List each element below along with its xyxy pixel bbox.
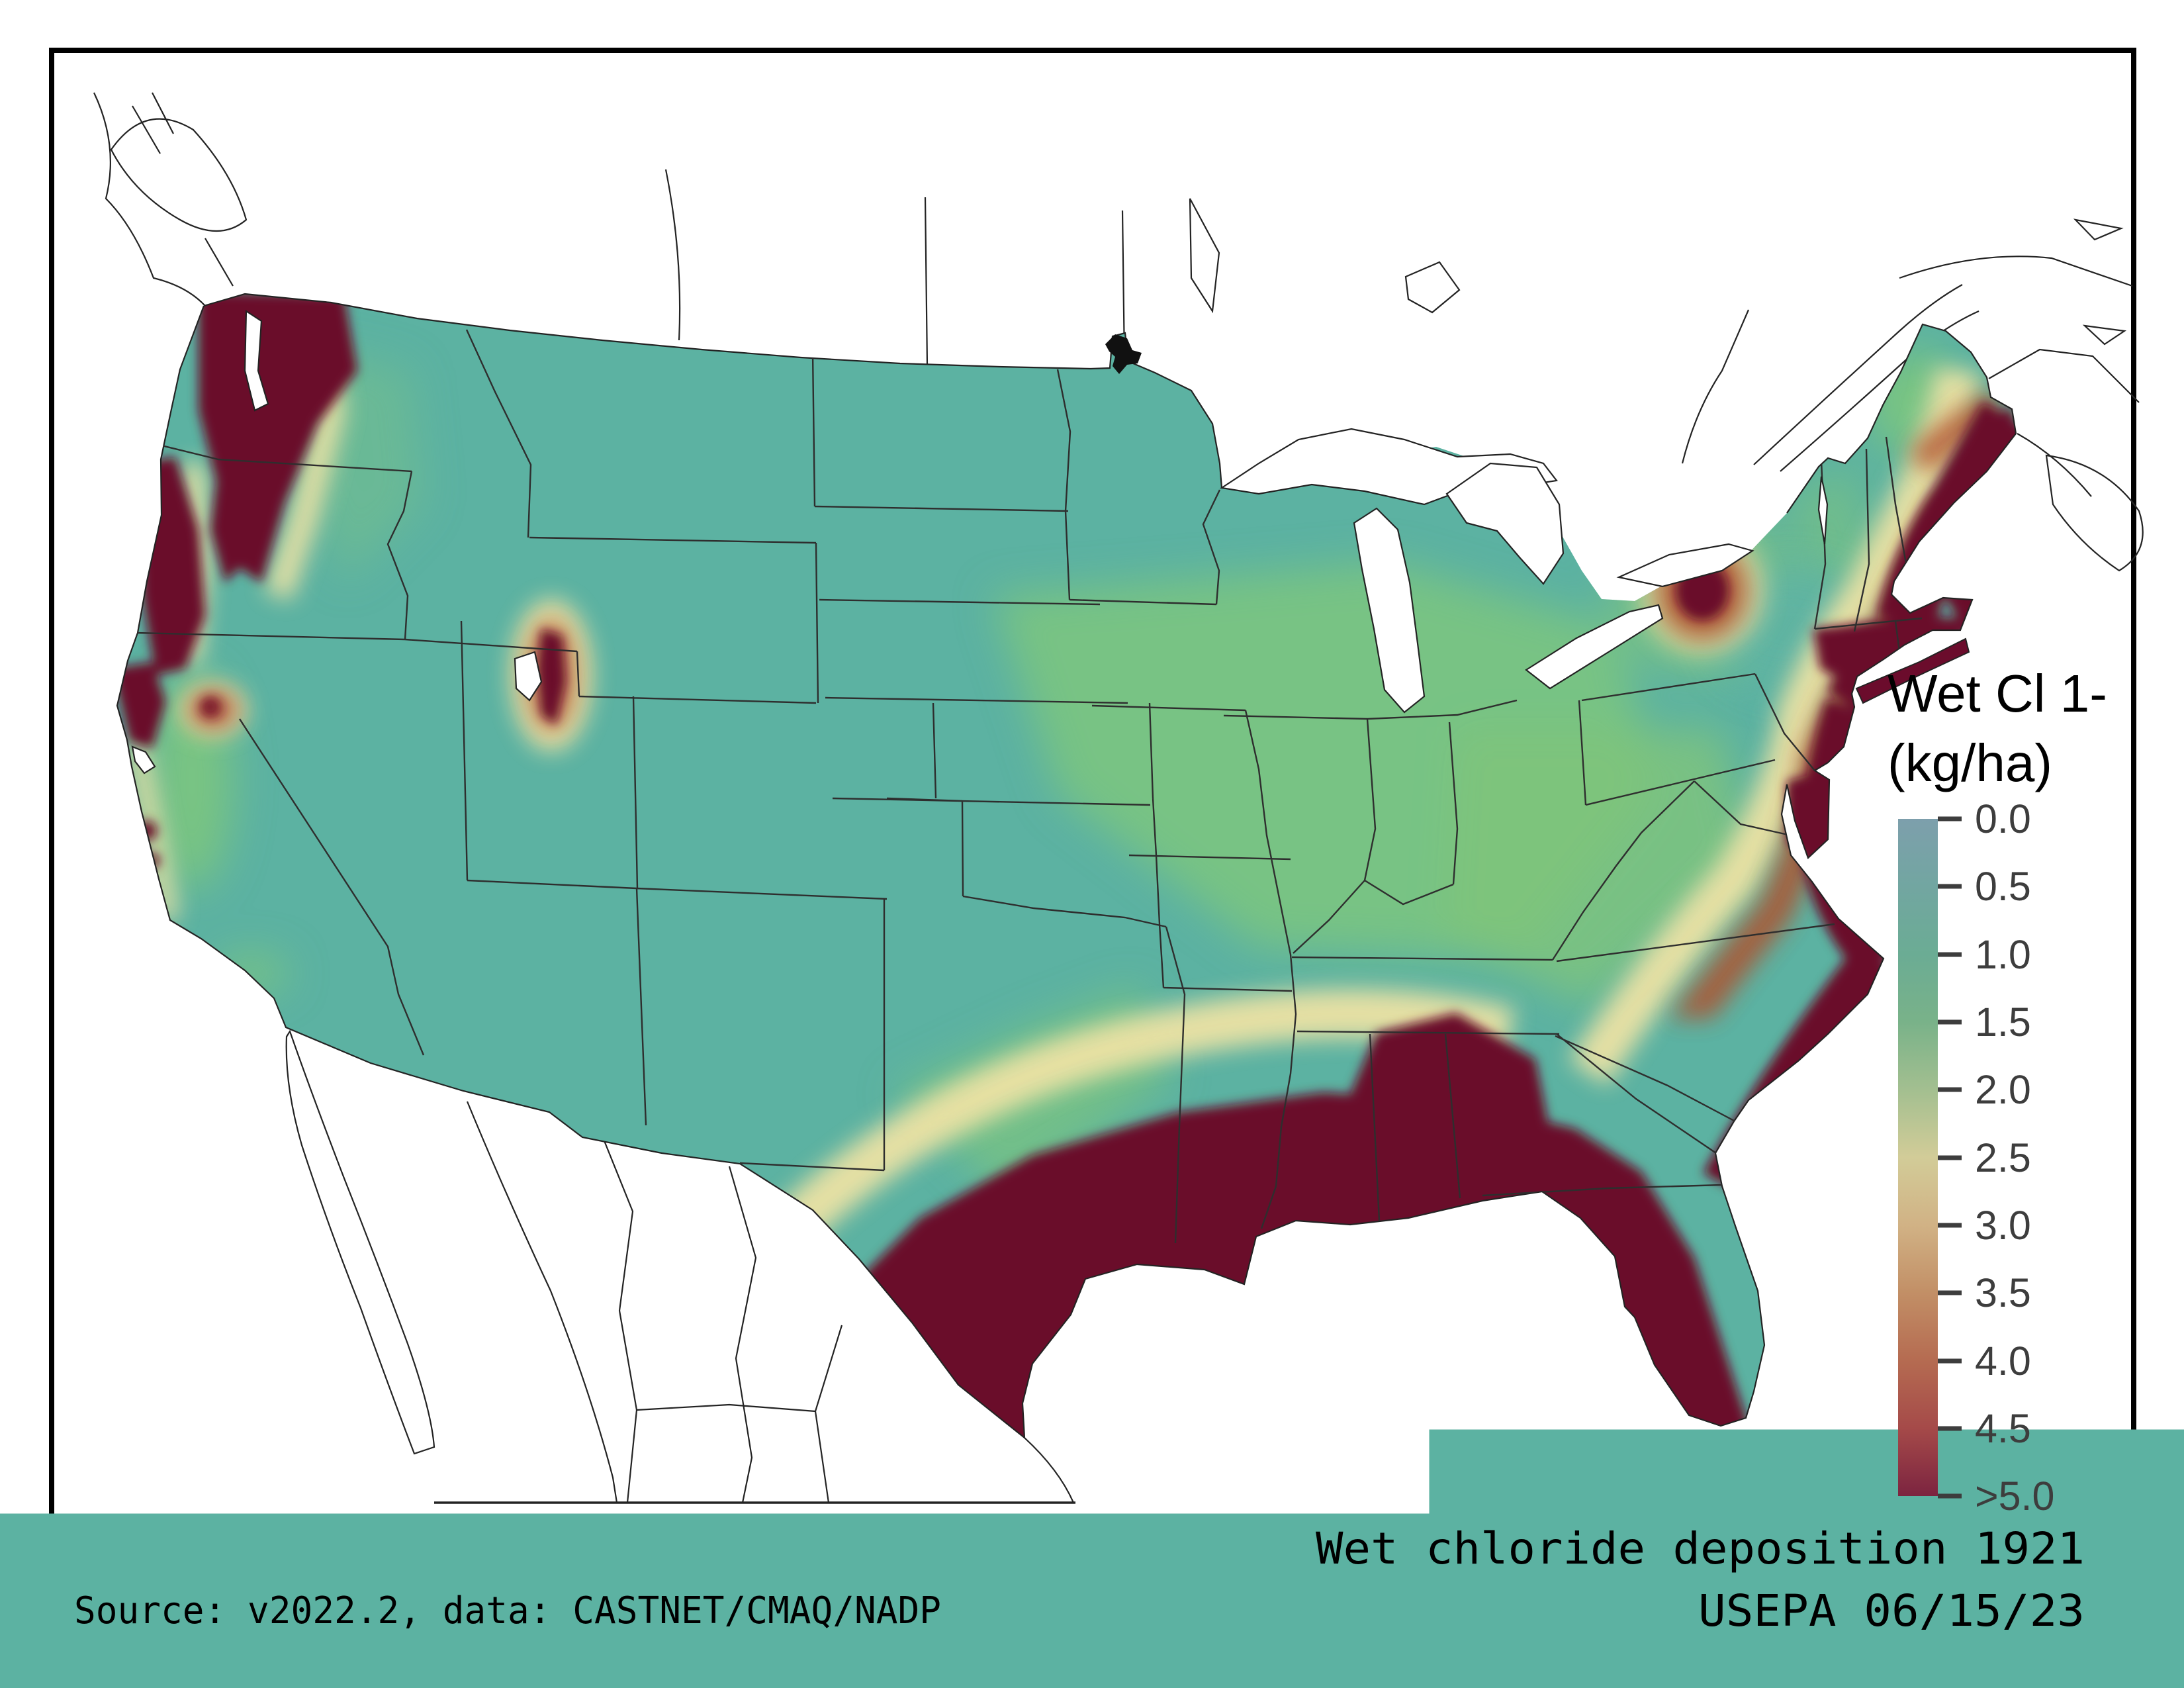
colorbar-ticks [1938,819,1962,1496]
baja-california-outline [287,1031,434,1454]
us-deposition-field [66,252,2085,1509]
tick-label: 2.0 [1975,1067,2031,1112]
midatlantic-coast-band [1828,708,1883,961]
tick-label: 0.0 [1975,796,2031,841]
mexico-gulf-coast [1024,1438,1073,1503]
agency-date-caption: USEPA 06/15/23 [1698,1585,2085,1636]
nova-scotia-outline [2046,455,2143,571]
tick-label: >5.0 [1975,1474,2054,1519]
canadian-lakes [1190,199,1459,312]
legend: Wet Cl 1- (kg/ha) 0.0 0.5 1.0 1.5 2.0 2.… [1888,664,2107,1519]
tick-label: 1.5 [1975,1000,2031,1045]
tick-label: 3.5 [1975,1270,2031,1315]
prairie-province-borders [666,169,1124,365]
mexico-west-coast [467,1102,617,1503]
colorbar-tick-labels: 0.0 0.5 1.0 1.5 2.0 2.5 3.0 3.5 4.0 4.5 … [1975,796,2054,1519]
st-lawrence-north-shore [1899,256,2132,286]
colorbar [1898,819,1938,1496]
screenshot-canvas: Wet Cl 1- (kg/ha) 0.0 0.5 1.0 1.5 2.0 2.… [0,0,2184,1688]
ontario-quebec-border [1682,310,1749,463]
tick-label: 3.0 [1975,1203,2031,1248]
chesapeake-maroon [1787,768,1846,867]
pei-anticosti-outlines [2075,220,2124,344]
captions: Wet chloride deposition 1921 USEPA 06/15… [74,1523,2085,1636]
tick-label: 4.5 [1975,1406,2031,1451]
tick-label: 4.0 [1975,1338,2031,1383]
legend-title-line1: Wet Cl 1- [1888,664,2107,723]
tick-label: 2.5 [1975,1135,2031,1180]
source-caption: Source: v2022.2, data: CASTNET/CMAQ/NADP [74,1589,941,1632]
bc-coast-fjords [94,93,233,306]
deposition-map-figure: Wet Cl 1- (kg/ha) 0.0 0.5 1.0 1.5 2.0 2.… [0,0,2184,1688]
legend-title-line2: (kg/ha) [1888,733,2052,792]
tick-label: 0.5 [1975,864,2031,909]
vancouver-island-outline [111,119,246,231]
map-title-caption: Wet chloride deposition 1921 [1316,1523,2085,1574]
tick-label: 1.0 [1975,932,2031,977]
